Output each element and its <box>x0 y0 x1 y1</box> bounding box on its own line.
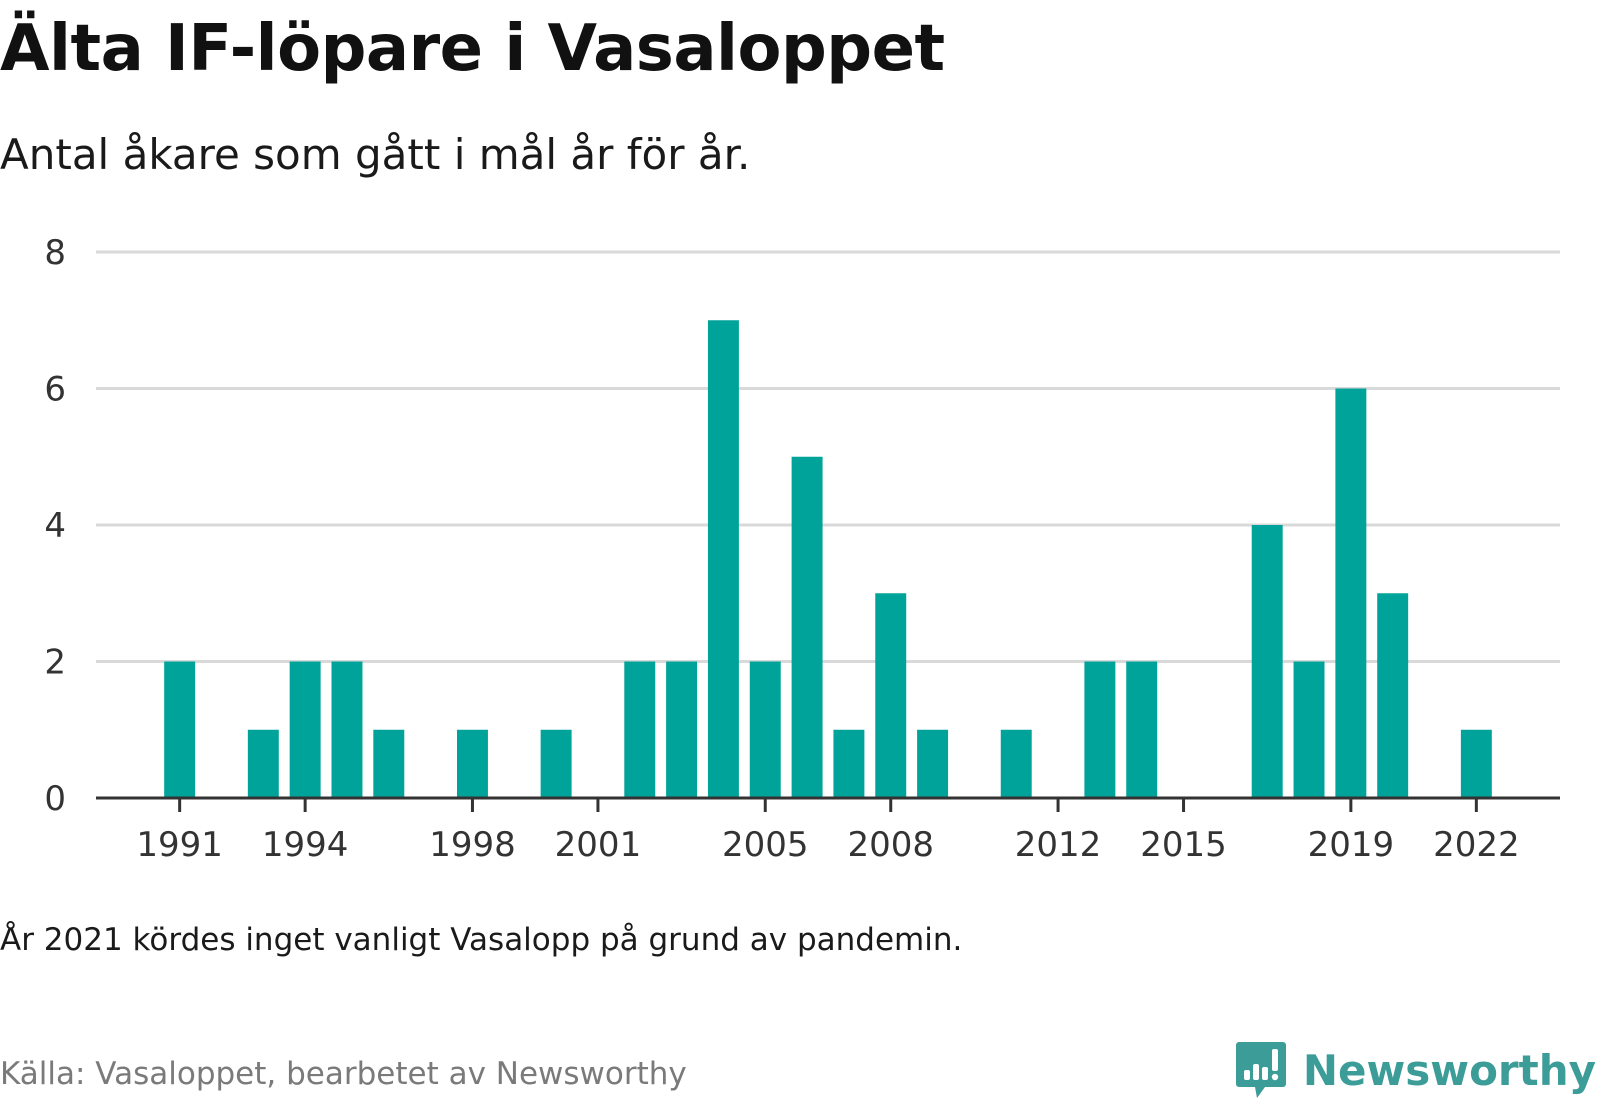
newsworthy-logo: Newsworthy <box>1235 1040 1596 1100</box>
x-tick-label-2015: 2015 <box>1140 825 1227 865</box>
bar-2019 <box>1335 388 1367 798</box>
x-tick-label-2008: 2008 <box>847 825 934 865</box>
x-tick-label-2019: 2019 <box>1308 825 1395 865</box>
bar-2022 <box>1460 729 1492 798</box>
bar-2013 <box>1084 661 1116 798</box>
x-tick-label-1998: 1998 <box>429 825 516 865</box>
bar-2002 <box>624 661 656 798</box>
bar-2017 <box>1251 525 1283 798</box>
bar-1996 <box>373 729 405 798</box>
y-tick-label-6: 6 <box>44 370 66 410</box>
bar-2005 <box>749 661 781 798</box>
y-tick-label-8: 8 <box>44 233 66 273</box>
bar-2008 <box>875 593 907 798</box>
bar-2000 <box>540 729 572 798</box>
chart-title: Älta IF-löpare i Vasaloppet <box>0 12 945 86</box>
x-tick-label-1991: 1991 <box>136 825 223 865</box>
y-tick-label-0: 0 <box>44 779 66 819</box>
bar-2003 <box>666 661 698 798</box>
bar-chart: 0 2 4 6 8 1991 1994 1998 2001 2005 2008 2012 2015 201… <box>44 233 1560 865</box>
bar-1993 <box>247 729 279 798</box>
y-tick-label-4: 4 <box>44 506 66 546</box>
newsworthy-chart-icon <box>1235 1042 1286 1098</box>
bar-1995 <box>331 661 363 798</box>
x-tick-label-2001: 2001 <box>555 825 642 865</box>
tick-labels: 0 2 4 6 8 1991 1994 1998 2001 2005 2008 2012 2015 201… <box>44 233 1519 865</box>
bar-2009 <box>917 729 949 798</box>
footnote: År 2021 kördes inget vanligt Vasalopp på… <box>0 922 963 958</box>
y-tick-label-2: 2 <box>44 643 66 683</box>
bar-1994 <box>289 661 321 798</box>
brand-name: Newsworthy <box>1302 1045 1596 1095</box>
chart-subtitle: Antal åkare som gått i mål år för år. <box>0 130 751 179</box>
bar-2018 <box>1293 661 1325 798</box>
bar-1998 <box>456 729 488 798</box>
axes <box>96 796 1560 812</box>
source-text: Källa: Vasaloppet, bearbetet av Newswort… <box>0 1056 687 1092</box>
bars <box>164 320 1492 798</box>
bar-2014 <box>1126 661 1158 798</box>
x-tick-label-1994: 1994 <box>262 825 349 865</box>
x-tick-label-2012: 2012 <box>1015 825 1102 865</box>
bar-1991 <box>164 661 196 798</box>
bar-2011 <box>1000 729 1032 798</box>
bar-2004 <box>707 320 739 798</box>
bar-2006 <box>791 456 823 798</box>
bar-2007 <box>833 729 865 798</box>
x-tick-label-2005: 2005 <box>722 825 809 865</box>
x-tick-label-2022: 2022 <box>1433 825 1520 865</box>
bar-2020 <box>1377 593 1409 798</box>
